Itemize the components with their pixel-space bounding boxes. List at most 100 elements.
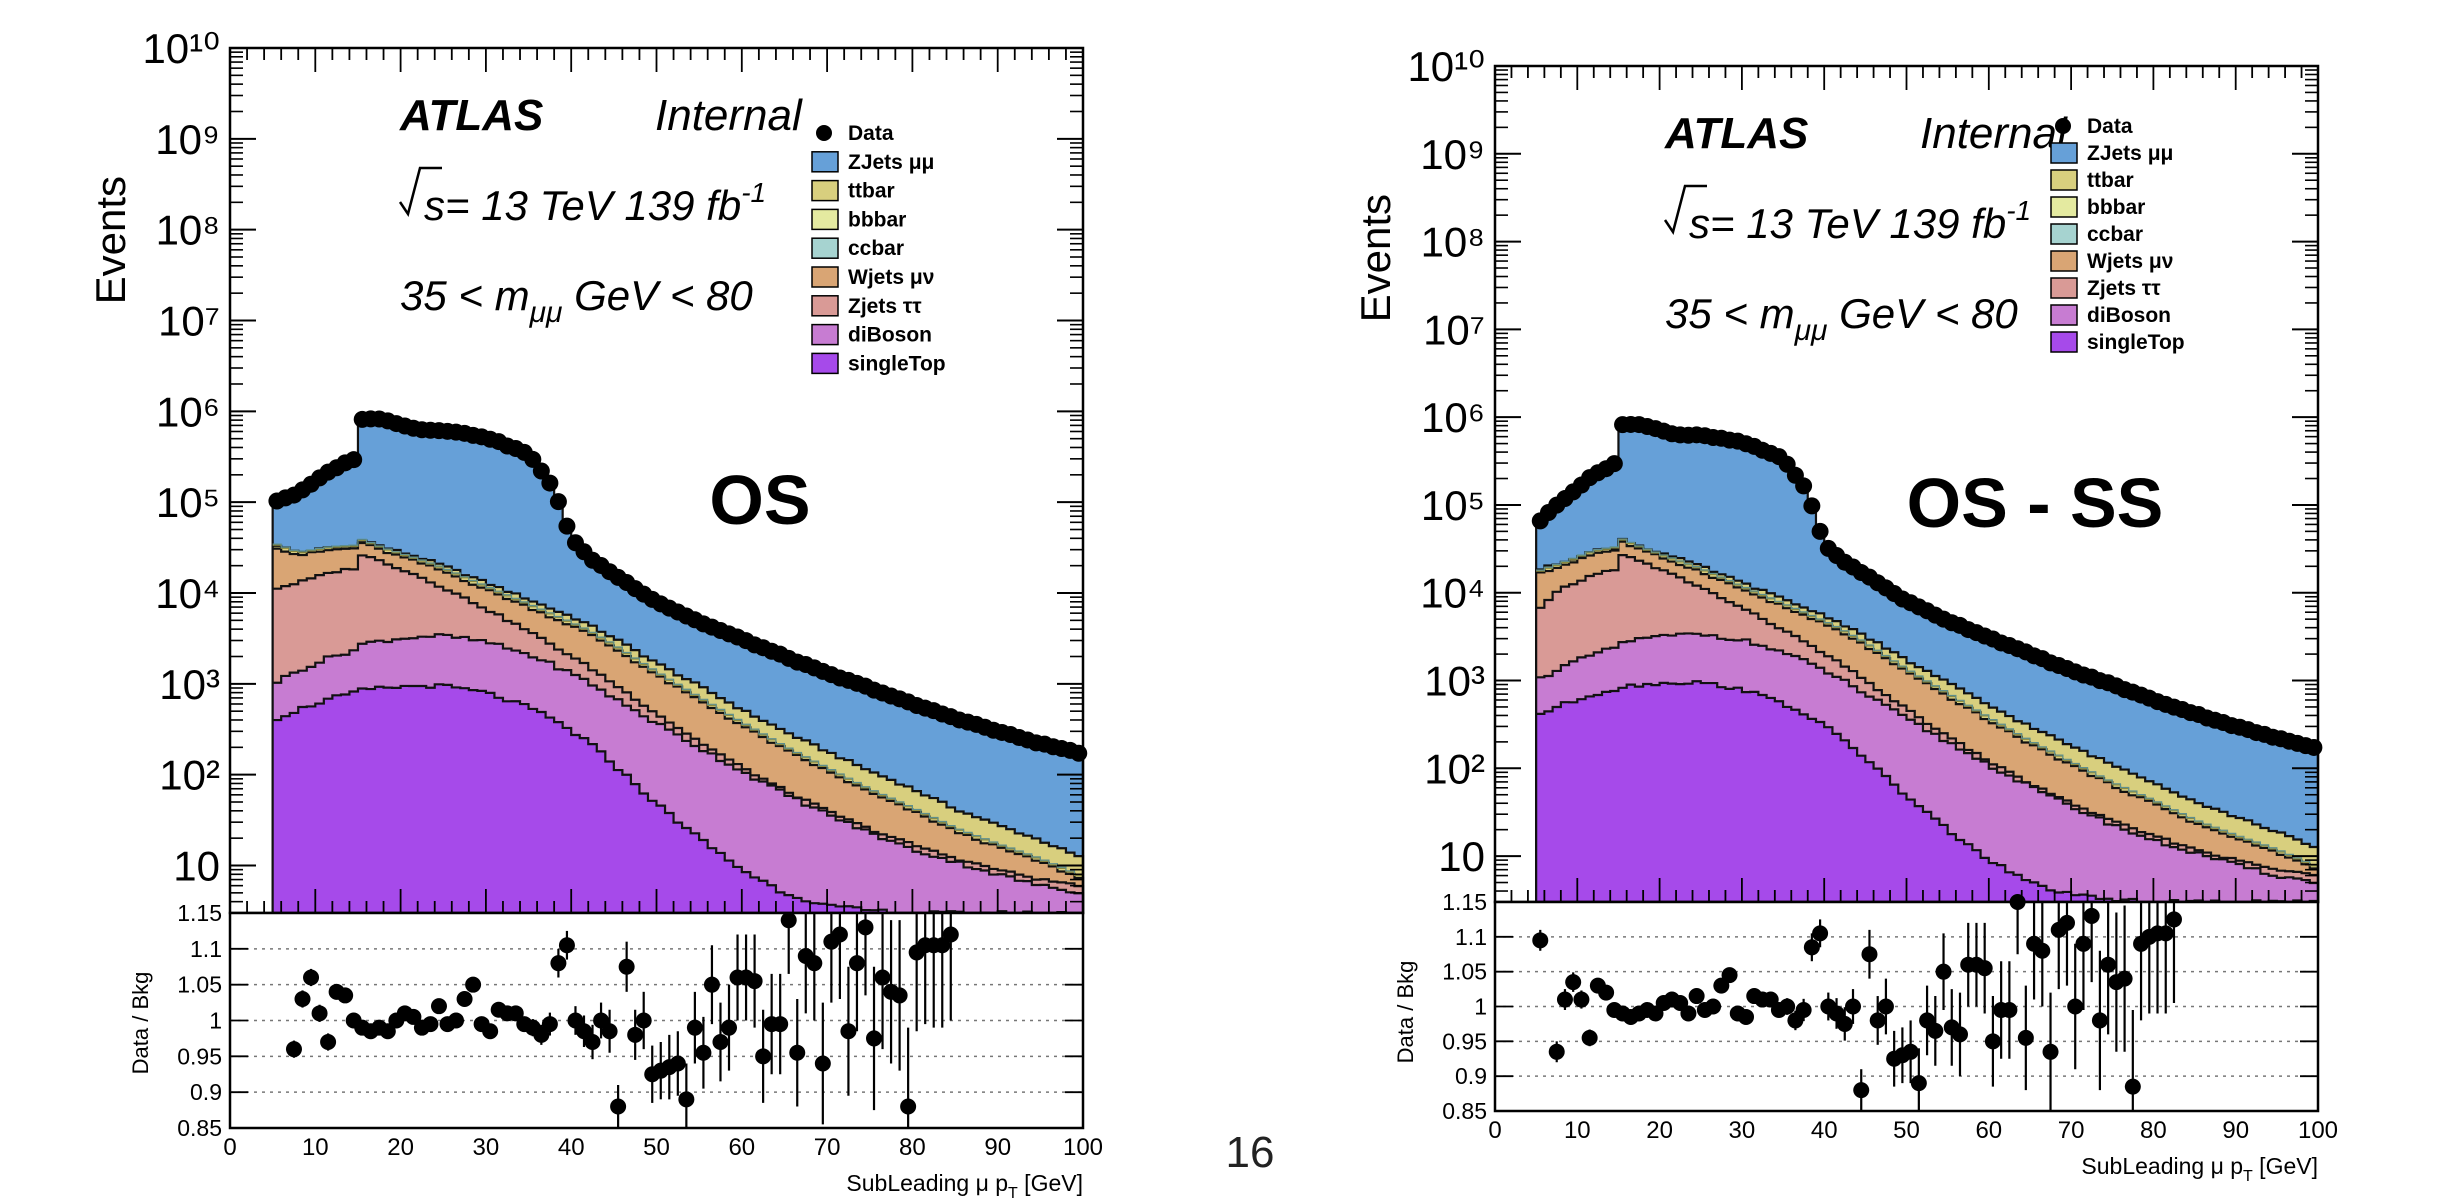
ratio-point: [1836, 1015, 1853, 1032]
chart-panel-1: 1010²10³10⁴10⁵10⁶10⁷10⁸10⁹10¹⁰EventsATLA…: [87, 25, 1103, 1200]
y-tick-label: 10: [173, 843, 220, 890]
lumi-superscript: -1: [741, 177, 766, 208]
ratio-point: [550, 955, 567, 972]
ratio-tick-label: 0.95: [1442, 1028, 1487, 1054]
ratio-point: [1853, 1082, 1870, 1099]
x-tick-label: 50: [643, 1134, 670, 1161]
x-axis-title-unit: [GeV]: [1018, 1170, 1083, 1196]
x-tick-label: 30: [473, 1134, 500, 1161]
legend-label: Zjets ττ: [848, 295, 922, 318]
ratio-point: [567, 1012, 584, 1029]
ratio-point: [430, 998, 447, 1015]
legend-label: Wjets μν: [848, 266, 934, 289]
ratio-tick-label: 0.95: [177, 1043, 222, 1069]
ratio-point: [772, 1016, 789, 1033]
ratio-point: [840, 1023, 857, 1040]
y-tick-label: 10⁷: [158, 298, 220, 345]
ratio-point: [635, 1012, 652, 1029]
mass-cut-prefix: 35 < m: [400, 272, 530, 319]
ratio-y-title: Data / Bkg: [128, 972, 153, 1075]
ratio-point: [593, 1012, 610, 1029]
x-tick-label: 20: [1646, 1117, 1673, 1144]
ratio-point: [2009, 894, 2026, 910]
legend-swatch: [2050, 223, 2078, 245]
x-axis-title-main: SubLeading μ p: [846, 1170, 1008, 1196]
ratio-point: [482, 1023, 499, 1040]
ratio-point: [721, 1019, 738, 1036]
legend-label: singleTop: [2087, 331, 2185, 354]
ratio-point: [337, 987, 354, 1004]
legend-label: ccbar: [848, 237, 904, 260]
ratio-point: [294, 991, 311, 1007]
ratio-point: [1598, 984, 1615, 1001]
ratio-tick-label: 1: [209, 1008, 222, 1034]
data-point: [532, 462, 550, 480]
x-tick-label: 50: [1893, 1117, 1920, 1144]
region-label: OS: [709, 461, 810, 539]
status-label: Internal: [655, 91, 803, 140]
legend-swatch: [2050, 169, 2078, 191]
x-tick-label: 90: [2222, 1117, 2249, 1144]
atlas-label: ATLAS: [1664, 109, 1808, 158]
atlas-label: ATLAS: [399, 91, 543, 140]
ratio-point: [806, 955, 823, 972]
ratio-point: [2042, 1043, 2059, 1060]
ratio-point: [533, 1026, 550, 1043]
ratio-point: [874, 969, 891, 986]
ratio-tick-label: 1.15: [177, 900, 222, 926]
ratio-point: [755, 1048, 772, 1065]
y-tick-label: 10²: [1424, 745, 1485, 792]
ratio-point: [746, 973, 763, 990]
y-tick-label: 10⁹: [1420, 131, 1485, 178]
x-tick-label: 60: [728, 1134, 755, 1161]
ratio-point: [2058, 914, 2075, 931]
y-tick-label: 10⁵: [156, 479, 220, 526]
legend-swatch: [811, 208, 839, 231]
legend-swatch: [2050, 304, 2078, 326]
legend-swatch: [811, 323, 839, 346]
ratio-point: [703, 976, 720, 993]
ratio-point: [1951, 1026, 1968, 1043]
legend-label: singleTop: [848, 352, 946, 375]
legend-label: bbbar: [848, 208, 906, 231]
ratio-point: [1556, 991, 1573, 1008]
legend-label: Data: [848, 122, 894, 145]
legend-swatch: [811, 237, 839, 259]
legend-swatch: [2050, 196, 2078, 218]
ratio-point: [2165, 911, 2182, 928]
ratio-point: [814, 1055, 831, 1072]
ratio-point: [448, 1012, 465, 1029]
ratio-point: [900, 1098, 917, 1115]
legend-label: ccbar: [2087, 223, 2143, 246]
ratio-point: [1573, 991, 1590, 1008]
ratio-point: [1976, 960, 1993, 977]
x-tick-label: 10: [1564, 1117, 1591, 1144]
legend-swatch: [2050, 331, 2078, 353]
mass-cut-suffix: GeV < 80: [1827, 290, 2018, 337]
ratio-point: [422, 1016, 439, 1033]
y-tick-label: 10⁴: [1420, 570, 1485, 617]
x-tick-label: 60: [1975, 1117, 2002, 1144]
x-axis-title: SubLeading μ pT [GeV]: [846, 1170, 1083, 1200]
data-point: [549, 493, 567, 511]
ratio-point: [1803, 939, 1820, 956]
ratio-point: [601, 1023, 618, 1040]
legend-label: Wjets μν: [2087, 250, 2173, 273]
data-point: [345, 451, 363, 469]
ccbar-band: [272, 538, 1083, 875]
x-tick-label: 40: [558, 1134, 585, 1161]
mass-cut-suffix: GeV < 80: [562, 272, 753, 319]
ratio-tick-label: 0.85: [1442, 1098, 1487, 1124]
y-tick-label: 10⁹: [155, 116, 220, 163]
y-tick-label: 10⁶: [156, 388, 220, 435]
data-point: [1795, 477, 1813, 495]
ratio-point: [456, 991, 473, 1007]
ratio-point: [1565, 974, 1582, 991]
ratio-point: [2017, 1029, 2034, 1046]
ratio-point: [1721, 967, 1738, 984]
legend-swatch: [811, 266, 839, 288]
ratio-point: [627, 1026, 644, 1043]
ratio-point: [848, 955, 865, 972]
ratio-point: [2116, 970, 2133, 987]
ratio-point: [1812, 925, 1829, 942]
